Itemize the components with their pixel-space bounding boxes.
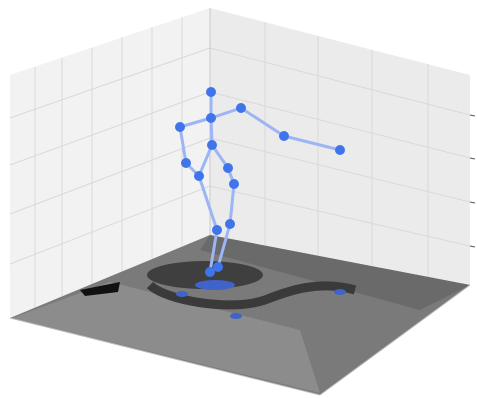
pose-3d-plot xyxy=(0,0,477,398)
joint xyxy=(223,163,233,173)
joint xyxy=(206,113,216,123)
joint xyxy=(212,225,222,235)
tick xyxy=(470,246,475,247)
tick xyxy=(470,158,475,159)
tick xyxy=(470,202,475,203)
floor-point xyxy=(230,313,242,319)
joint xyxy=(236,103,246,113)
joint xyxy=(175,122,185,132)
tick xyxy=(470,115,475,116)
floor-point xyxy=(176,291,188,297)
joint xyxy=(207,140,217,150)
joint xyxy=(181,158,191,168)
joint xyxy=(194,171,204,181)
joint xyxy=(206,87,216,97)
joint xyxy=(229,179,239,189)
joint xyxy=(225,219,235,229)
joint xyxy=(335,145,345,155)
floor-point xyxy=(334,289,346,295)
floor-point xyxy=(195,280,235,290)
joint xyxy=(279,131,289,141)
joint xyxy=(213,262,223,272)
